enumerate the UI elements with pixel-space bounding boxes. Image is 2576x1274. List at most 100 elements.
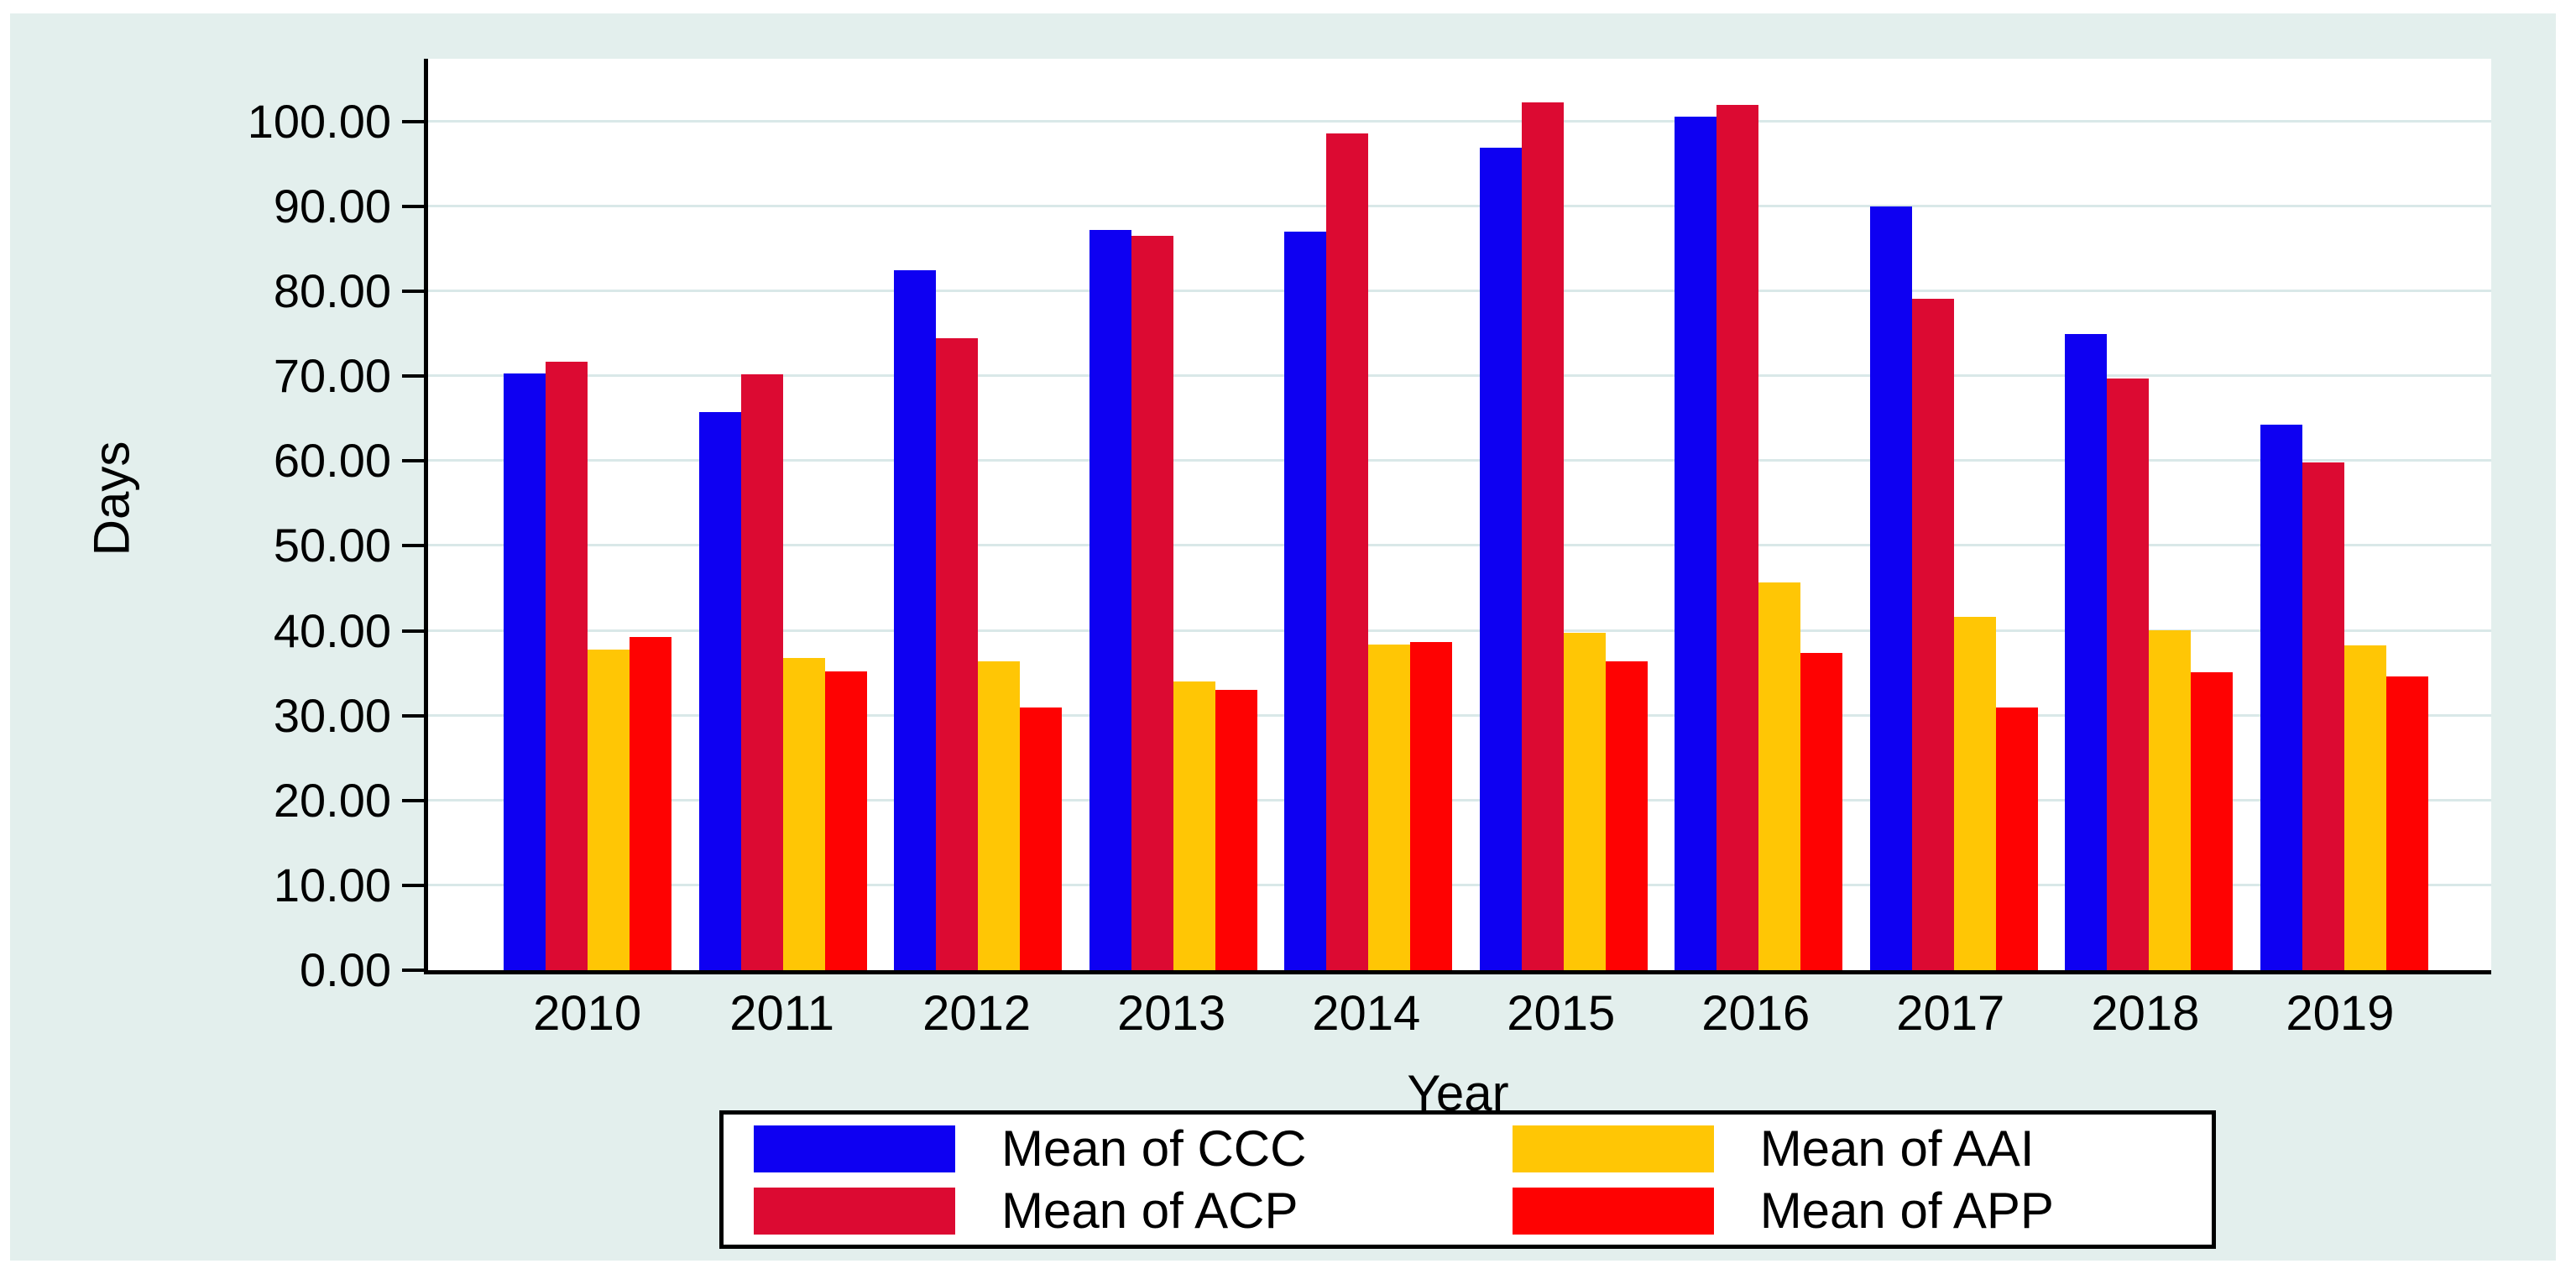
gridline-y-30 <box>428 713 2491 717</box>
y-axis-title: Days <box>83 441 140 556</box>
legend-label-acp: Mean of ACP <box>1001 1182 1298 1239</box>
y-tick-label-60: 60.00 <box>273 434 391 488</box>
y-tick-label-10: 10.00 <box>273 858 391 911</box>
bar-2011-acp <box>740 374 783 970</box>
bar-2017-acp <box>1911 299 1954 970</box>
bar-2012-app <box>1020 707 1062 970</box>
bar-2016-acp <box>1716 104 1758 970</box>
chart-figure: 100.00 90.00 80.00 70.00 60.00 50.00 40.00 30.0… <box>10 13 2556 1261</box>
bar-2017-ccc <box>1869 206 1912 970</box>
y-axis-tick-50 <box>402 544 424 548</box>
y-tick-label-100: 100.00 <box>247 94 391 148</box>
bar-2011-aai <box>782 657 825 970</box>
bar-2017-aai <box>1953 617 1996 970</box>
x-tick-label-2011: 2011 <box>729 986 835 1041</box>
bar-2013-acp <box>1131 236 1173 970</box>
bar-2015-acp <box>1521 102 1564 970</box>
bar-2012-ccc <box>894 269 936 970</box>
y-tick-label-40: 40.00 <box>273 603 391 657</box>
x-tick-label-2018: 2018 <box>2091 986 2200 1041</box>
app-color-swatch <box>1512 1187 1714 1235</box>
x-tick-label-2017: 2017 <box>1896 986 2005 1041</box>
bar-2015-ccc <box>1479 148 1522 970</box>
bar-2010-ccc <box>504 373 546 970</box>
bar-2018-aai <box>2149 629 2191 970</box>
gridline-y-50 <box>428 544 2491 547</box>
bar-2010-aai <box>588 649 630 970</box>
bar-2011-ccc <box>698 411 741 970</box>
bar-2018-app <box>2191 672 2233 970</box>
y-tick-label-20: 20.00 <box>273 773 391 827</box>
gridline-y-20 <box>428 798 2491 801</box>
y-axis-tick-10 <box>402 883 424 887</box>
bar-2017-app <box>1995 707 2038 970</box>
aai-color-swatch <box>1512 1125 1714 1172</box>
legend-item-acp: Mean of ACP <box>754 1182 1306 1239</box>
bar-2013-ccc <box>1089 230 1131 970</box>
bar-2015-aai <box>1563 632 1606 970</box>
gridline-y-100 <box>428 119 2491 123</box>
y-tick-label-70: 70.00 <box>273 349 391 403</box>
x-tick-label-2013: 2013 <box>1117 986 1226 1041</box>
y-axis-tick-30 <box>402 713 424 718</box>
bar-2016-ccc <box>1675 116 1716 970</box>
y-axis-tick-40 <box>402 629 424 633</box>
y-axis-tick-80 <box>402 290 424 294</box>
gridline-y-60 <box>428 459 2491 462</box>
plot-area: 100.00 90.00 80.00 70.00 60.00 50.00 40.00 30.0… <box>248 59 2491 1041</box>
legend-column-left: Mean of CCC Mean of ACP <box>754 1115 1306 1245</box>
bar-2019-app <box>2385 676 2428 970</box>
legend-column-right: Mean of AAI Mean of APP <box>1512 1115 2054 1245</box>
legend-label-aai: Mean of AAI <box>1759 1120 2035 1177</box>
y-tick-label-0: 0.00 <box>300 943 391 996</box>
ccc-color-swatch <box>754 1125 955 1172</box>
bar-2015-app <box>1605 660 1648 970</box>
bar-2014-aai <box>1368 644 1410 970</box>
y-tick-label-80: 80.00 <box>273 264 391 318</box>
bar-2014-acp <box>1326 133 1368 970</box>
bar-2019-aai <box>2343 645 2386 970</box>
y-axis-tick-0 <box>402 969 424 972</box>
bar-2010-acp <box>546 362 588 970</box>
bar-2010-app <box>630 636 671 970</box>
y-axis-tick-60 <box>402 459 424 463</box>
legend-label-ccc: Mean of CCC <box>1001 1120 1307 1177</box>
bar-2012-acp <box>936 337 978 970</box>
legend-item-aai: Mean of AAI <box>1512 1120 2054 1177</box>
legend-item-app: Mean of APP <box>1512 1182 2054 1239</box>
y-tick-label-30: 30.00 <box>273 688 391 742</box>
x-tick-label-2015: 2015 <box>1507 986 1616 1041</box>
bar-2013-aai <box>1173 681 1215 970</box>
gridline-y-70 <box>428 374 2491 378</box>
gridline-y-80 <box>428 290 2491 293</box>
bar-2018-ccc <box>2065 333 2107 970</box>
bar-2016-aai <box>1758 582 1800 970</box>
y-tick-label-50: 50.00 <box>273 519 391 572</box>
bar-2019-acp <box>2302 462 2344 970</box>
y-axis-tick-20 <box>402 798 424 802</box>
acp-color-swatch <box>754 1187 955 1235</box>
y-axis-tick-70 <box>402 374 424 379</box>
gridline-y-90 <box>428 204 2491 207</box>
legend-label-app: Mean of APP <box>1759 1182 2054 1239</box>
x-tick-label-2012: 2012 <box>922 986 1032 1041</box>
bar-2014-app <box>1410 641 1452 970</box>
x-tick-label-2016: 2016 <box>1701 986 1811 1041</box>
bar-2013-app <box>1215 690 1257 970</box>
bar-2011-app <box>824 671 867 970</box>
y-axis-tick-90 <box>402 204 424 208</box>
bar-2012-aai <box>978 660 1020 970</box>
bar-2016-app <box>1800 652 1842 970</box>
bar-2014-ccc <box>1284 232 1326 970</box>
x-tick-label-2014: 2014 <box>1312 986 1421 1041</box>
x-tick-label-2010: 2010 <box>533 986 642 1041</box>
y-axis-tick-100 <box>402 119 424 123</box>
gridline-y-10 <box>428 883 2491 886</box>
y-tick-label-90: 90.00 <box>273 179 391 232</box>
bar-2018-acp <box>2107 379 2149 970</box>
gridline-y-40 <box>428 629 2491 632</box>
bar-2019-ccc <box>2260 424 2302 970</box>
legend-box: Mean of CCC Mean of ACP Mean of AAI Mean… <box>719 1110 2216 1249</box>
legend-item-ccc: Mean of CCC <box>754 1120 1307 1177</box>
x-tick-label-2019: 2019 <box>2286 986 2395 1041</box>
